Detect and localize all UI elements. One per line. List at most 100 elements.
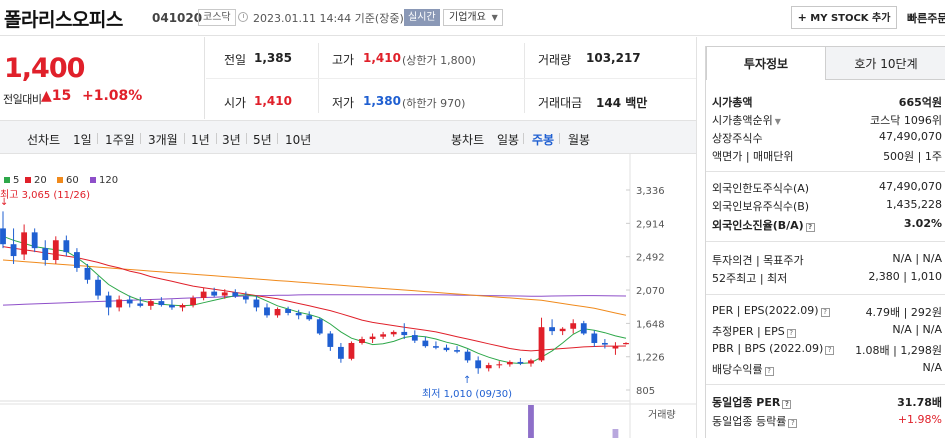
candle-body (42, 248, 49, 261)
open-label: 시가 (224, 96, 247, 110)
add-my-stock-button[interactable]: + MY STOCK 추가 (791, 6, 897, 29)
info-row: 동일업종 PER? 31.78배 (712, 394, 942, 412)
info-row-label-text: 동일업종 등락률 (712, 415, 787, 428)
candle-body (580, 323, 587, 334)
legend-ma20-label: 20 (34, 175, 47, 186)
candle-body (31, 232, 38, 249)
candle (63, 235, 70, 257)
volume-axis-label: 거래량 (648, 410, 676, 421)
info-row: 외국인보유주식수(B) 1,435,228 (712, 198, 942, 216)
candle (538, 317, 545, 362)
info-row-label-text: 추정PER | EPS (712, 325, 785, 338)
period-3y[interactable]: 3년 (222, 133, 241, 147)
tab-order-book[interactable]: 호가 10단계 (826, 46, 945, 80)
candle (485, 362, 492, 372)
info-row: 외국인소진율(B/A)? 3.02% (712, 217, 942, 235)
candle (348, 341, 355, 361)
candle-body (295, 312, 302, 316)
period-5y[interactable]: 5년 (253, 133, 272, 147)
realtime-badge[interactable]: 실시간 (404, 9, 440, 26)
candle-daily[interactable]: 일봉 (497, 133, 520, 147)
candle (559, 327, 566, 336)
info-section-divider (706, 294, 945, 295)
candle-body (200, 291, 207, 298)
help-icon[interactable]: ? (825, 346, 835, 355)
legend-ma5: 5 (4, 175, 19, 186)
info-row-label: 외국인소진율(B/A)? (712, 217, 815, 233)
period-separator (97, 133, 98, 144)
chevron-down-icon: ▼ (491, 13, 498, 22)
candle-body (559, 328, 566, 332)
candle-body (612, 346, 619, 349)
candle (570, 319, 577, 334)
period-1w[interactable]: 1주일 (105, 133, 135, 147)
clock-icon (238, 12, 248, 22)
info-row-value: 1,435,228 (886, 198, 942, 211)
info-row-label: 동일업종 PER? (712, 394, 792, 410)
prev-close-value: 1,385 (254, 51, 292, 65)
period-3m[interactable]: 3개월 (148, 133, 178, 147)
candle-body (264, 307, 270, 316)
candle (200, 287, 207, 301)
info-row-value: 31.78배 (897, 396, 942, 409)
info-row-label: PBR | BPS (2022.09)? (712, 342, 835, 355)
info-row-value: N/A (922, 361, 942, 374)
legend-swatch (57, 177, 63, 183)
info-row-label-text: 외국인소진율(B/A) (712, 219, 804, 232)
market-badge: 코스닥 (198, 9, 236, 26)
volume-bar (528, 405, 534, 438)
change-percent: +1.08% (82, 88, 143, 104)
info-row-label-text: 외국인보유주식수(B) (712, 200, 810, 213)
legend-ma60: 60 (57, 175, 79, 186)
help-icon[interactable]: ? (820, 308, 830, 317)
candle-body (253, 299, 260, 308)
company-overview-dropdown[interactable]: 기업개요 ▼ (443, 9, 503, 26)
info-row-label: 액면가 | 매매단위 (712, 148, 794, 164)
chevron-down-icon[interactable]: ▼ (774, 117, 781, 126)
help-icon[interactable]: ? (805, 223, 815, 232)
candle (169, 299, 175, 310)
quick-order-link[interactable]: 빠른주문 (907, 12, 945, 25)
help-icon[interactable]: ? (764, 367, 774, 376)
candle-body (443, 347, 450, 351)
candle (10, 228, 17, 264)
legend-swatch (90, 177, 96, 183)
period-separator (246, 133, 247, 144)
y-tick-label: 2,492 (636, 253, 665, 264)
candle (221, 289, 228, 299)
candle-weekly[interactable]: 주봉 (532, 133, 555, 147)
y-tick-label: 2,914 (636, 219, 665, 230)
candlestick-chart[interactable]: 5 20 60 120 3,336 2,914 2,492 2,070 1,648 1,2… (0, 154, 696, 438)
candle-body (359, 339, 365, 343)
help-icon[interactable]: ? (782, 400, 792, 409)
info-row-label: 배당수익률? (712, 361, 774, 377)
info-section-divider (706, 384, 945, 385)
candle (190, 295, 196, 308)
info-row: PER | EPS(2022.09)? 4.79배 | 292원 (712, 304, 942, 322)
info-row-label-text: 배당수익률 (712, 363, 763, 376)
candle (137, 297, 144, 308)
candle (380, 331, 387, 340)
candle (549, 319, 555, 336)
info-row-value: N/A | N/A (892, 252, 942, 265)
quote-datetime: 2023.01.11 14:44 기준(장중) (253, 12, 404, 25)
period-1d[interactable]: 1일 (73, 133, 92, 147)
info-row-label: 시가총액 (712, 94, 752, 110)
candle (95, 275, 101, 300)
period-1y[interactable]: 1년 (191, 133, 210, 147)
candle (623, 342, 629, 345)
candle (31, 228, 38, 253)
high-value: 1,410 (363, 51, 401, 65)
info-row: 시가총액순위 ▼ 코스닥 1096위 (712, 112, 942, 130)
candle-body (211, 291, 218, 296)
help-icon[interactable]: ? (788, 419, 798, 428)
candle-body (601, 342, 608, 345)
candle-monthly[interactable]: 월봉 (568, 133, 591, 147)
info-row-label-text: 시가총액 (712, 96, 753, 109)
open-value: 1,410 (254, 94, 292, 108)
help-icon[interactable]: ? (786, 329, 796, 338)
amount-value: 144 백만 (596, 96, 648, 110)
investment-info-panel: 투자정보 호가 10단계 시가총액 665억원 시가총액순위 ▼ 코스닥 1096위 상장… (705, 46, 945, 438)
period-10y[interactable]: 10년 (285, 133, 312, 147)
tab-invest-info[interactable]: 투자정보 (706, 46, 826, 80)
